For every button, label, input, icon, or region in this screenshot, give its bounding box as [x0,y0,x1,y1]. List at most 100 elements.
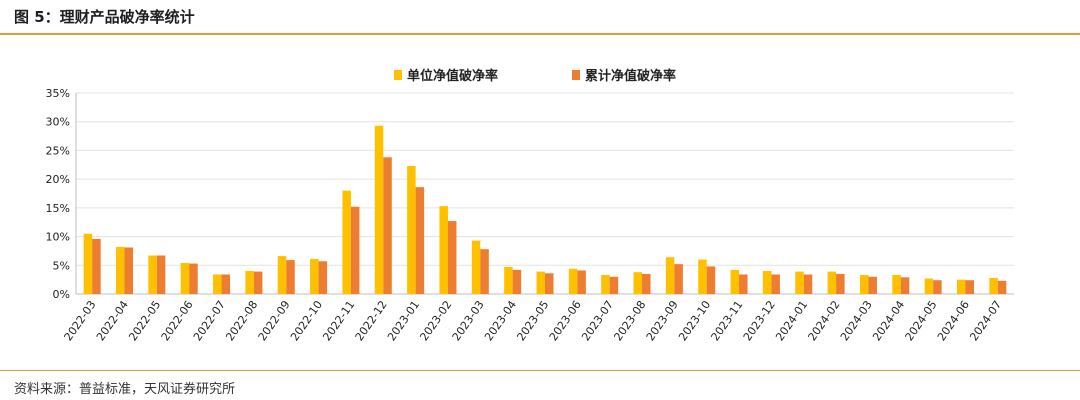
x-tick-label: 2022-08 [223,298,260,343]
bar-unit-nav [601,275,610,294]
legend-label: 单位净值破净率 [407,68,498,84]
x-tick-label: 2022-12 [353,298,390,343]
bar-cumulative-nav [480,249,489,294]
x-tick-label: 2023-10 [676,298,713,343]
bar-unit-nav [148,255,157,294]
bar-cumulative-nav [642,273,651,294]
bar-cumulative-nav [286,260,295,294]
x-tick-label: 2023-01 [385,298,422,343]
y-tick-label: 15% [46,202,70,215]
bar-unit-nav [795,271,804,294]
bar-unit-nav [407,165,416,294]
bar-cumulative-nav [803,274,813,294]
x-tick-label: 2024-05 [903,298,940,343]
x-tick-label: 2023-02 [417,298,454,343]
bar-cumulative-nav [512,269,522,294]
bar-cumulative-nav [577,270,586,294]
top-divider [0,33,1080,35]
bar-cumulative-nav [253,271,263,294]
x-tick-label: 2023-12 [741,298,778,343]
x-tick-label: 2024-01 [773,298,810,343]
x-tick-label: 2024-07 [967,298,1004,343]
y-tick-label: 0% [53,288,70,301]
x-tick-label: 2022-07 [191,298,228,343]
bar-cumulative-nav [156,255,166,294]
x-tick-label: 2023-06 [547,298,584,343]
bar-cumulative-nav [965,280,974,294]
legend-swatch [572,70,580,80]
bar-unit-nav [471,240,481,294]
y-tick-label: 20% [46,173,70,186]
x-tick-label: 2024-02 [806,298,843,343]
x-tick-label: 2022-11 [320,298,357,343]
bar-cumulative-nav [771,274,780,294]
bar-unit-nav [180,262,190,294]
bar-unit-nav [859,275,869,294]
bar-unit-nav [892,275,901,294]
bar-unit-nav [568,268,578,294]
bar-unit-nav [213,274,222,294]
bar-cumulative-nav [933,280,942,294]
x-tick-label: 2024-04 [870,298,907,343]
x-tick-label: 2023-11 [709,298,746,343]
bar-cumulative-nav [900,277,910,294]
x-tick-label: 2022-05 [126,298,163,343]
bar-unit-nav [665,257,675,294]
bar-unit-nav [504,267,513,294]
bar-cumulative-nav [92,238,101,294]
bar-unit-nav [827,271,837,294]
x-tick-label: 2022-10 [288,298,325,343]
x-tick-label: 2022-03 [62,298,99,343]
x-tick-label: 2022-09 [256,298,293,343]
bar-unit-nav [698,259,707,294]
bar-unit-nav [633,272,643,294]
bar-unit-nav [730,269,740,294]
bar-unit-nav [310,258,319,294]
bar-cumulative-nav [997,280,1007,294]
x-tick-label: 2023-09 [644,298,681,343]
y-tick-label: 10% [46,231,70,244]
legend-swatch [394,70,402,80]
bar-cumulative-nav [674,264,683,294]
x-tick-label: 2023-03 [450,298,487,343]
bar-cumulative-nav [836,273,845,294]
bar-unit-nav [956,279,966,294]
bar-cumulative-nav [318,261,328,294]
bar-cumulative-nav [739,274,748,294]
bar-unit-nav [83,233,93,294]
bar-unit-nav [989,277,998,294]
bottom-divider [0,370,1080,371]
bar-cumulative-nav [189,263,198,294]
x-tick-label: 2023-04 [482,298,519,343]
bar-cumulative-nav [221,274,231,294]
x-tick-label: 2024-06 [935,298,972,343]
bar-unit-nav [762,271,772,294]
x-tick-label: 2022-06 [159,298,196,343]
y-tick-label: 35% [46,87,70,100]
x-tick-label: 2022-04 [94,298,131,343]
bar-unit-nav [924,278,934,294]
bar-cumulative-nav [868,276,877,294]
bar-unit-nav [277,256,287,294]
bar-unit-nav [342,190,351,294]
bar-unit-nav [439,206,448,294]
bar-unit-nav [116,246,125,294]
bar-unit-nav [536,271,545,294]
bar-chart: 0%5%10%15%20%25%30%35%2022-032022-042022… [46,68,1014,343]
legend-label: 累计净值破净率 [585,68,676,84]
bar-cumulative-nav [415,187,425,294]
figure-title: 图 5：理财产品破净率统计 [14,8,195,26]
source-note: 资料来源：普益标准，天风证券研究所 [14,382,236,397]
bar-cumulative-nav [383,157,392,294]
y-tick-label: 25% [46,144,70,157]
y-tick-label: 30% [46,116,70,129]
bar-cumulative-nav [447,221,457,294]
bar-unit-nav [374,125,384,294]
bar-cumulative-nav [545,273,554,294]
x-tick-label: 2023-08 [611,298,648,343]
x-tick-label: 2023-05 [514,298,551,343]
bar-cumulative-nav [706,266,716,294]
x-tick-label: 2023-07 [579,298,616,343]
bar-cumulative-nav [350,206,360,294]
y-tick-label: 5% [53,259,70,272]
